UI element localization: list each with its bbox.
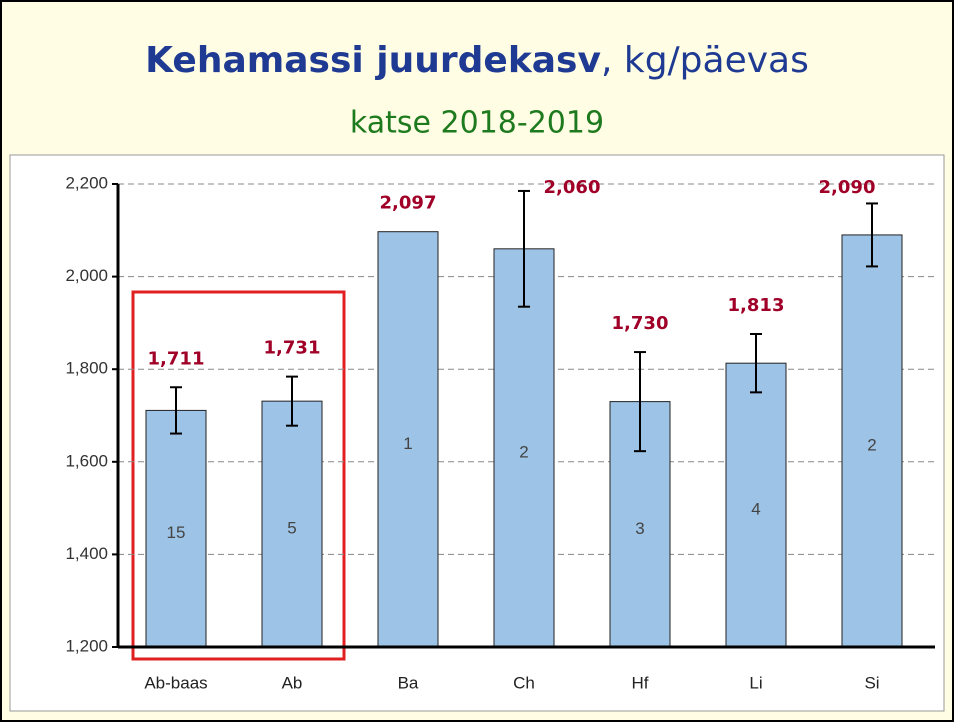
bar bbox=[493, 248, 555, 648]
highlight-box bbox=[131, 290, 346, 661]
count-label: 3 bbox=[635, 519, 644, 538]
data-label: 2,060 bbox=[544, 177, 601, 198]
x-tick-label: Hf bbox=[632, 673, 649, 692]
count-label: 4 bbox=[751, 500, 760, 519]
y-tick-label: 1,200 bbox=[65, 636, 108, 655]
x-tick-label: Li bbox=[749, 673, 762, 692]
bar bbox=[841, 234, 903, 648]
data-label: 1,730 bbox=[612, 313, 669, 334]
title-unit: , kg/päevas bbox=[601, 40, 809, 81]
x-tick-label: Ch bbox=[513, 673, 535, 692]
data-label: 1,711 bbox=[148, 348, 205, 369]
y-tick-label: 1,400 bbox=[65, 544, 108, 563]
y-tick-label: 2,200 bbox=[65, 173, 108, 192]
data-label: 2,097 bbox=[380, 193, 437, 214]
title-main: Kehamassi juurdekasv bbox=[145, 40, 601, 81]
x-tick-label: Si bbox=[864, 673, 879, 692]
x-tick-label: Ab-baas bbox=[144, 673, 207, 692]
data-label: 1,813 bbox=[728, 295, 785, 316]
data-label: 1,731 bbox=[264, 338, 321, 359]
y-tick-label: 2,000 bbox=[65, 266, 108, 285]
y-tick-label: 1,600 bbox=[65, 451, 108, 470]
bar bbox=[725, 362, 787, 648]
chart-subtitle: katse 2018-2019 bbox=[350, 106, 604, 141]
count-label: 15 bbox=[167, 523, 186, 542]
x-tick-label: Ba bbox=[398, 673, 419, 692]
y-tick-label: 1,800 bbox=[65, 359, 108, 378]
x-tick-label: Ab bbox=[282, 673, 303, 692]
count-label: 1 bbox=[403, 434, 412, 453]
count-label: 5 bbox=[287, 519, 296, 538]
count-label: 2 bbox=[519, 442, 528, 461]
count-label: 2 bbox=[867, 435, 876, 454]
data-label: 2,090 bbox=[819, 177, 876, 198]
chart-title: Kehamassi juurdekasv, kg/päevas bbox=[145, 40, 809, 81]
